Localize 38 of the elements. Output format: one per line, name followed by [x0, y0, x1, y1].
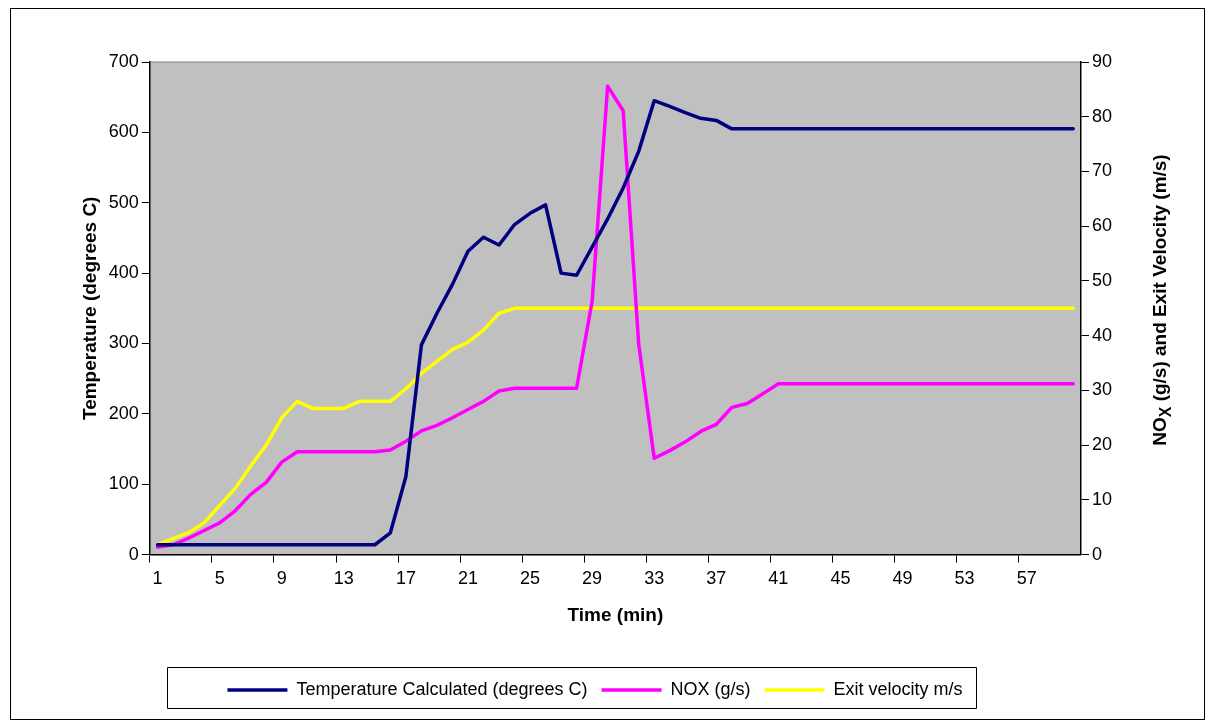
- y2-tick-label: 30: [1091, 379, 1113, 400]
- legend-label: NOX (g/s): [670, 678, 751, 699]
- y2-tick-label: 80: [1091, 105, 1113, 126]
- y-tick-label: 700: [108, 50, 139, 71]
- y2-tick-label: 40: [1091, 324, 1113, 345]
- x-tick-label: 41: [768, 568, 789, 589]
- y-tick-label: 0: [128, 543, 139, 564]
- x-tick-label: 21: [457, 568, 478, 589]
- y2-tick-label: 20: [1091, 434, 1113, 455]
- x-tick-label: 1: [152, 568, 163, 589]
- y-tick-label: 500: [108, 191, 139, 212]
- x-tick-label: 37: [706, 568, 727, 589]
- y-axis-title: Temperature (degrees C): [78, 196, 100, 421]
- legend-label: Temperature Calculated (degrees C): [296, 678, 588, 699]
- y-tick-label: 300: [108, 332, 139, 353]
- y-tick-label: 400: [108, 262, 139, 283]
- x-axis-title: Time (min): [567, 603, 664, 625]
- x-tick-label: 45: [830, 568, 851, 589]
- x-tick-label: 53: [954, 568, 975, 589]
- x-tick-label: 9: [276, 568, 287, 589]
- x-tick-label: 13: [333, 568, 354, 589]
- y2-tick-label: 90: [1091, 50, 1113, 71]
- y-tick-label: 200: [108, 402, 139, 423]
- y2-tick-label: 70: [1091, 160, 1113, 181]
- x-tick-label: 5: [214, 568, 225, 589]
- y-tick-label: 100: [108, 473, 139, 494]
- y2-tick-label: 60: [1091, 215, 1113, 236]
- y2-tick-label: 50: [1091, 269, 1113, 290]
- y2-tick-label: 0: [1091, 543, 1102, 564]
- legend-label: Exit velocity m/s: [833, 678, 963, 699]
- x-tick-label: 25: [520, 568, 541, 589]
- x-tick-label: 57: [1016, 568, 1037, 589]
- x-tick-label: 29: [582, 568, 603, 589]
- y-tick-label: 600: [108, 121, 139, 142]
- x-tick-label: 33: [644, 568, 665, 589]
- x-tick-label: 17: [395, 568, 416, 589]
- x-tick-label: 49: [892, 568, 913, 589]
- y2-tick-label: 10: [1091, 488, 1113, 509]
